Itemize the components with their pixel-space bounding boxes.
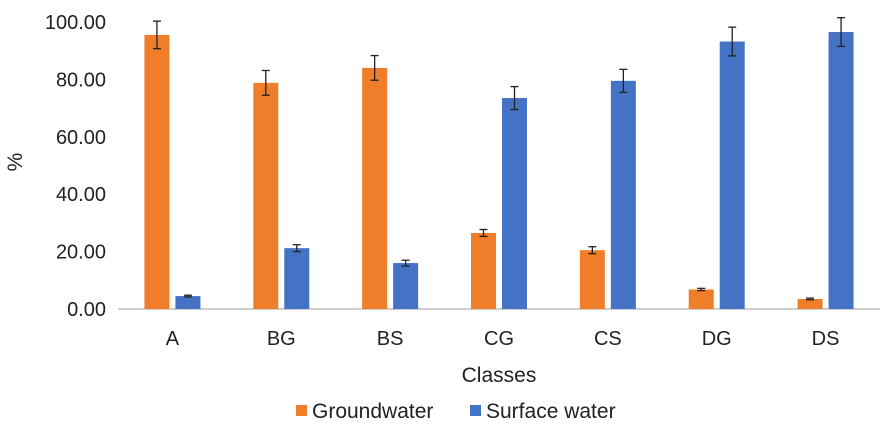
error-bar <box>837 17 846 48</box>
x-tick-label: CG <box>484 328 514 350</box>
bar-surface-water <box>393 263 419 309</box>
y-tick-label: 60.00 <box>56 127 106 149</box>
bar-surface-water <box>284 248 310 309</box>
bar-groundwater <box>471 232 496 309</box>
bar-surface-water <box>828 32 854 310</box>
error-bar <box>728 26 737 57</box>
bar-groundwater <box>688 289 714 309</box>
legend-item-groundwater: Groundwater <box>296 400 433 423</box>
legend-label: Surface water <box>486 400 616 423</box>
error-bars <box>152 17 846 301</box>
x-tick-label: A <box>166 328 180 350</box>
y-tick-label: 20.00 <box>56 242 106 264</box>
bar-surface-water <box>610 80 636 310</box>
error-bar <box>510 85 519 111</box>
x-tick-label: BS <box>377 328 404 350</box>
legend-label: Groundwater <box>312 400 433 423</box>
legend: Groundwater Surface water <box>296 400 616 423</box>
error-bar <box>152 20 161 50</box>
y-axis-ticks: 0.00 20.00 40.00 60.00 80.00 100.00 <box>45 12 106 321</box>
bar-groundwater <box>144 34 170 309</box>
error-bar <box>292 244 301 253</box>
error-bar <box>261 69 270 96</box>
y-axis-title: % <box>4 153 27 172</box>
x-tick-label: CS <box>594 328 622 350</box>
error-bar <box>806 297 815 301</box>
error-bar <box>479 228 488 238</box>
error-bar <box>619 68 628 93</box>
y-tick-label: 0.00 <box>67 299 106 321</box>
error-bar <box>370 54 379 81</box>
bar-groundwater <box>362 67 388 309</box>
y-tick-label: 100.00 <box>45 12 106 34</box>
bar-groundwater <box>797 298 823 309</box>
bar-groundwater <box>579 250 605 309</box>
legend-swatch <box>470 405 481 416</box>
error-bar <box>588 246 597 255</box>
bar-surface-water <box>502 98 527 310</box>
x-tick-label: BG <box>267 328 296 350</box>
legend-swatch <box>296 405 307 416</box>
error-bar <box>183 294 192 298</box>
error-bar <box>401 259 410 267</box>
x-tick-label: DG <box>702 328 732 350</box>
y-tick-label: 40.00 <box>56 184 106 206</box>
y-tick-label: 80.00 <box>56 69 106 91</box>
x-tick-label: DS <box>812 328 840 350</box>
x-axis-title: Classes <box>462 364 537 387</box>
legend-item-surface-water: Surface water <box>470 400 616 423</box>
x-axis-ticks: A BG BS CG CS DG DS <box>166 328 840 350</box>
error-bar <box>697 287 706 292</box>
bar-surface-water <box>175 296 201 309</box>
bar-surface-water <box>719 41 745 310</box>
bar-groundwater <box>253 82 279 310</box>
bars <box>144 32 854 310</box>
